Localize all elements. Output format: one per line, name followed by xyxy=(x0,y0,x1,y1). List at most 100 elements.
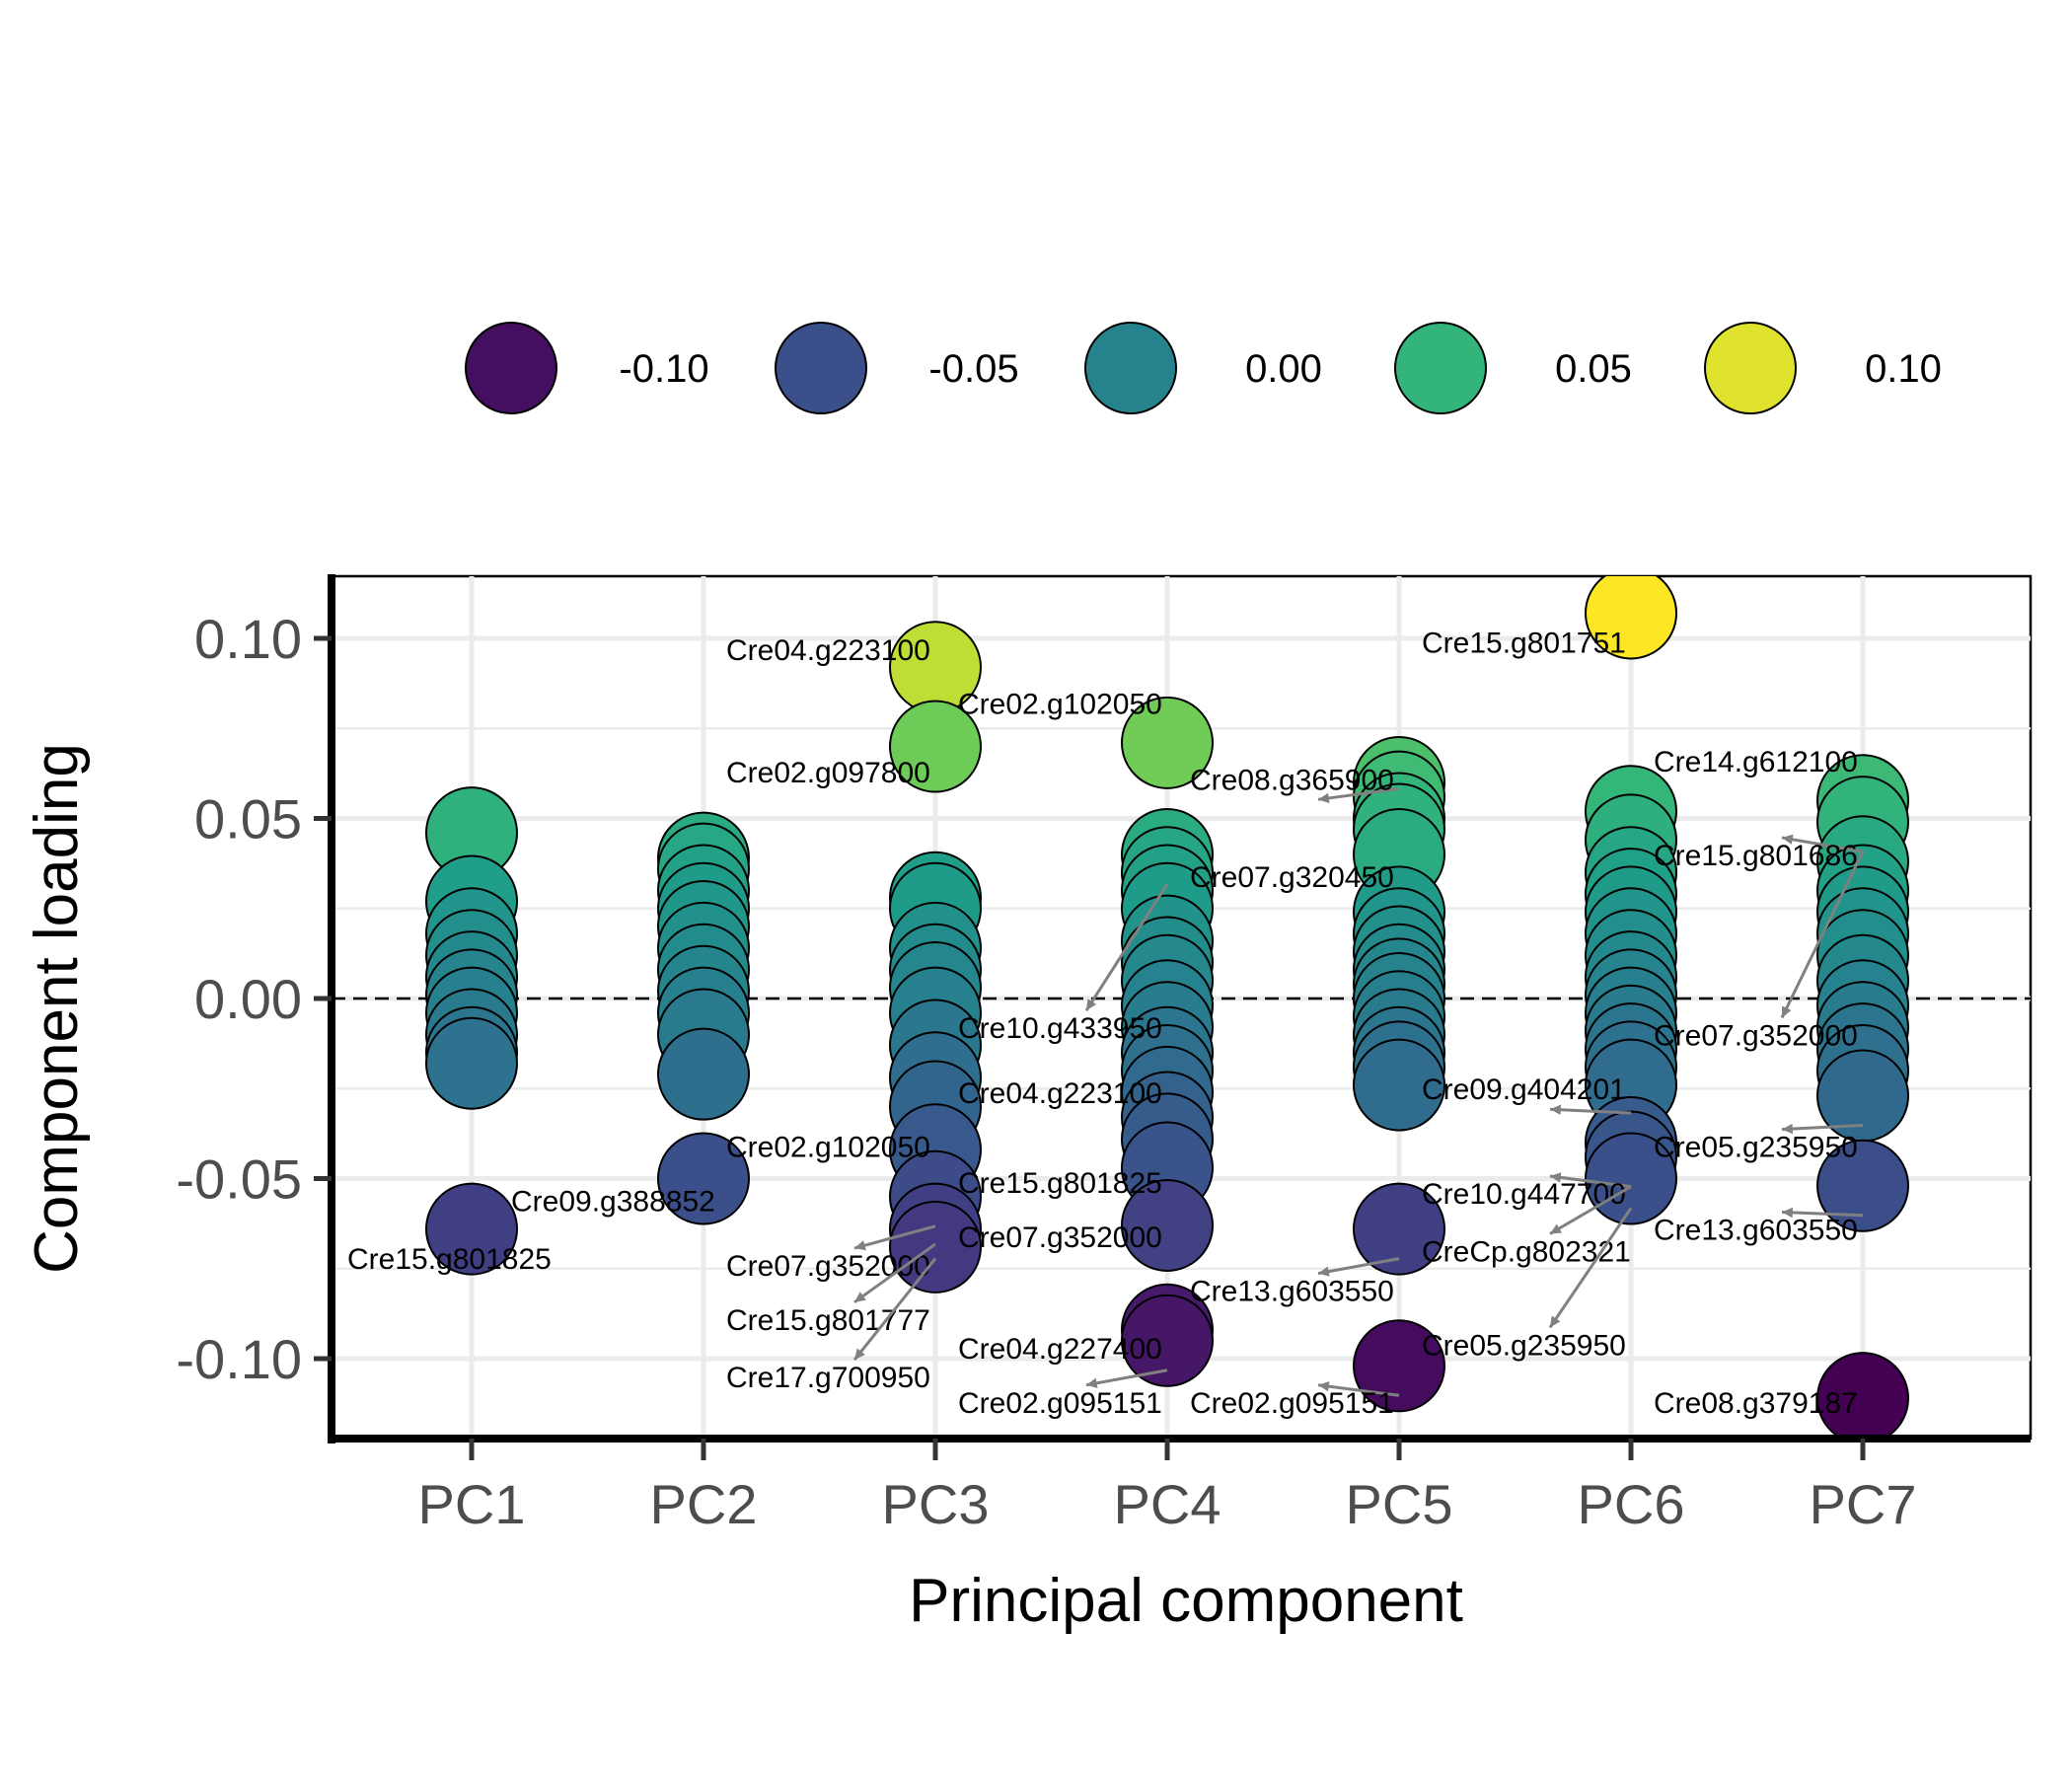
y-tick-label: -0.10 xyxy=(176,1328,302,1390)
y-tick-label: -0.05 xyxy=(176,1148,302,1211)
data-point xyxy=(889,1200,982,1294)
annotation-leader xyxy=(1781,1124,1864,1132)
x-tick-label: PC5 xyxy=(1346,1473,1453,1535)
data-point xyxy=(1353,1319,1445,1413)
annotation-leader xyxy=(1781,1211,1864,1218)
annotation-arrowhead xyxy=(1086,999,1097,1011)
gene-annotation-label: Cre08.g379187 xyxy=(1654,1387,1858,1420)
x-tick-label: PC3 xyxy=(882,1473,990,1535)
gene-annotation-label: Cre07.g352000 xyxy=(1654,1019,1858,1052)
gene-annotation-label: CreCp.g802321 xyxy=(1422,1235,1631,1268)
y-tick-label: 0.05 xyxy=(194,788,302,851)
x-tick-label: PC1 xyxy=(418,1473,526,1535)
annotation-leader xyxy=(1549,1107,1632,1115)
annotation-leader xyxy=(1780,851,1865,1019)
legend-label: 0.05 xyxy=(1555,347,1632,391)
gene-annotation-label: Cre05.g235950 xyxy=(1422,1329,1626,1362)
gene-annotation-label: Cre09.g404201 xyxy=(1422,1073,1626,1106)
y-tick-label: 0.00 xyxy=(194,968,302,1030)
x-tick-label: PC2 xyxy=(650,1473,758,1535)
annotation-leader xyxy=(1549,1185,1632,1235)
annotation-arrowhead xyxy=(854,1292,866,1302)
data-point xyxy=(1585,576,1677,660)
annotation-leader xyxy=(1549,1174,1632,1189)
data-point xyxy=(1121,696,1214,789)
annotation-leader xyxy=(852,1257,937,1362)
annotation-arrowhead xyxy=(1318,1266,1330,1277)
gene-annotation-label: Cre15.g801751 xyxy=(1422,628,1626,660)
annotation-arrowhead xyxy=(854,1348,865,1361)
legend-label: 0.00 xyxy=(1245,347,1322,391)
gene-annotation-label: Cre07.g320450 xyxy=(1190,861,1394,894)
data-point xyxy=(1353,1182,1445,1276)
data-point xyxy=(425,1016,518,1110)
gene-annotation-label: Cre07.g352000 xyxy=(958,1221,1162,1254)
legend-label: -0.10 xyxy=(619,347,708,391)
annotation-leader xyxy=(1085,1369,1168,1387)
gene-annotation-label: Cre08.g365900 xyxy=(1190,764,1394,796)
x-tick-label: PC7 xyxy=(1810,1473,1917,1535)
data-point xyxy=(657,1027,750,1121)
gene-annotation-label: Cre02.g102050 xyxy=(958,689,1162,721)
data-point xyxy=(889,700,982,793)
legend-label: -0.05 xyxy=(928,347,1018,391)
gene-annotation-label: Cre10.g447700 xyxy=(1422,1178,1626,1211)
y-axis-title: Component loading xyxy=(23,743,91,1274)
plot-area: Cre15.g801825 Cre09.g388852 Cre02.g102050 C… xyxy=(176,574,2033,1535)
color-legend: -0.10 -0.05 0.00 0.05 0.10 xyxy=(465,322,1942,414)
gene-annotation-label: Cre07.g352000 xyxy=(726,1250,930,1283)
annotation-arrowhead xyxy=(1550,1172,1562,1183)
annotation-leader xyxy=(1317,1383,1400,1397)
annotation-arrowhead xyxy=(1550,1104,1562,1115)
gene-annotation-label: Cre04.g223100 xyxy=(726,634,930,667)
gene-annotation-label: Cre13.g603550 xyxy=(1654,1215,1858,1247)
gene-annotation-label: Cre09.g388852 xyxy=(511,1185,715,1218)
legend-label: 0.10 xyxy=(1865,347,1942,391)
annotation-arrowhead xyxy=(1550,1223,1562,1234)
gene-annotation-label: Cre15.g801686 xyxy=(1654,840,1858,872)
data-point xyxy=(657,1132,750,1225)
annotation-arrowhead xyxy=(854,1240,866,1251)
annotation-arrowhead xyxy=(1318,1380,1330,1392)
annotation-arrowhead xyxy=(1782,1123,1794,1135)
legend-key xyxy=(1704,322,1797,414)
data-point xyxy=(1353,1038,1445,1132)
gene-annotation-label: Cre13.g603550 xyxy=(1190,1276,1394,1308)
annotation-leader xyxy=(1317,1257,1400,1276)
gene-annotation-label: Cre02.g095151 xyxy=(958,1387,1162,1420)
gene-annotation-label: Cre15.g801825 xyxy=(347,1243,552,1276)
points-group xyxy=(425,576,1909,1439)
annotation-arrowhead xyxy=(1782,834,1794,845)
gene-annotation-label: Cre04.g227400 xyxy=(958,1333,1162,1366)
data-point xyxy=(1121,1294,1214,1387)
x-tick-label: PC4 xyxy=(1114,1473,1221,1535)
gene-annotation-label: Cre05.g235950 xyxy=(1654,1132,1858,1164)
gene-annotation-label: Cre02.g095151 xyxy=(1190,1387,1394,1420)
gene-annotation-label: Cre17.g700950 xyxy=(726,1362,930,1394)
annotation-leader xyxy=(1317,787,1400,801)
annotation-leader xyxy=(853,1242,936,1304)
annotation-leader xyxy=(853,1224,936,1250)
annotation-leader xyxy=(1084,883,1169,1011)
annotation-arrowhead xyxy=(1318,792,1330,804)
data-point xyxy=(1816,1139,1909,1232)
gene-annotation-label: Cre02.g102050 xyxy=(726,1132,930,1164)
y-tick-label: 0.10 xyxy=(194,608,302,670)
annotation-arrowhead xyxy=(1782,1207,1794,1219)
annotation-arrowhead xyxy=(1550,1315,1561,1328)
legend-key xyxy=(1084,322,1177,414)
legend-key xyxy=(1394,322,1487,414)
gene-annotation-label: Cre04.g223100 xyxy=(958,1077,1162,1110)
annotation-arrowhead xyxy=(1782,1005,1792,1018)
gene-annotation-label: Cre14.g612100 xyxy=(1654,746,1858,778)
data-point xyxy=(1816,1352,1909,1439)
gene-annotation-label: Cre10.g433950 xyxy=(958,1012,1162,1045)
gene-annotation-label: Cre15.g801825 xyxy=(958,1167,1162,1200)
annotation-leader xyxy=(1781,836,1864,853)
x-tick-label: PC6 xyxy=(1578,1473,1685,1535)
legend-key xyxy=(775,322,867,414)
data-point xyxy=(1121,1178,1214,1272)
annotation-arrowhead xyxy=(1086,1377,1098,1388)
gene-annotation-label: Cre15.g801777 xyxy=(726,1304,930,1337)
